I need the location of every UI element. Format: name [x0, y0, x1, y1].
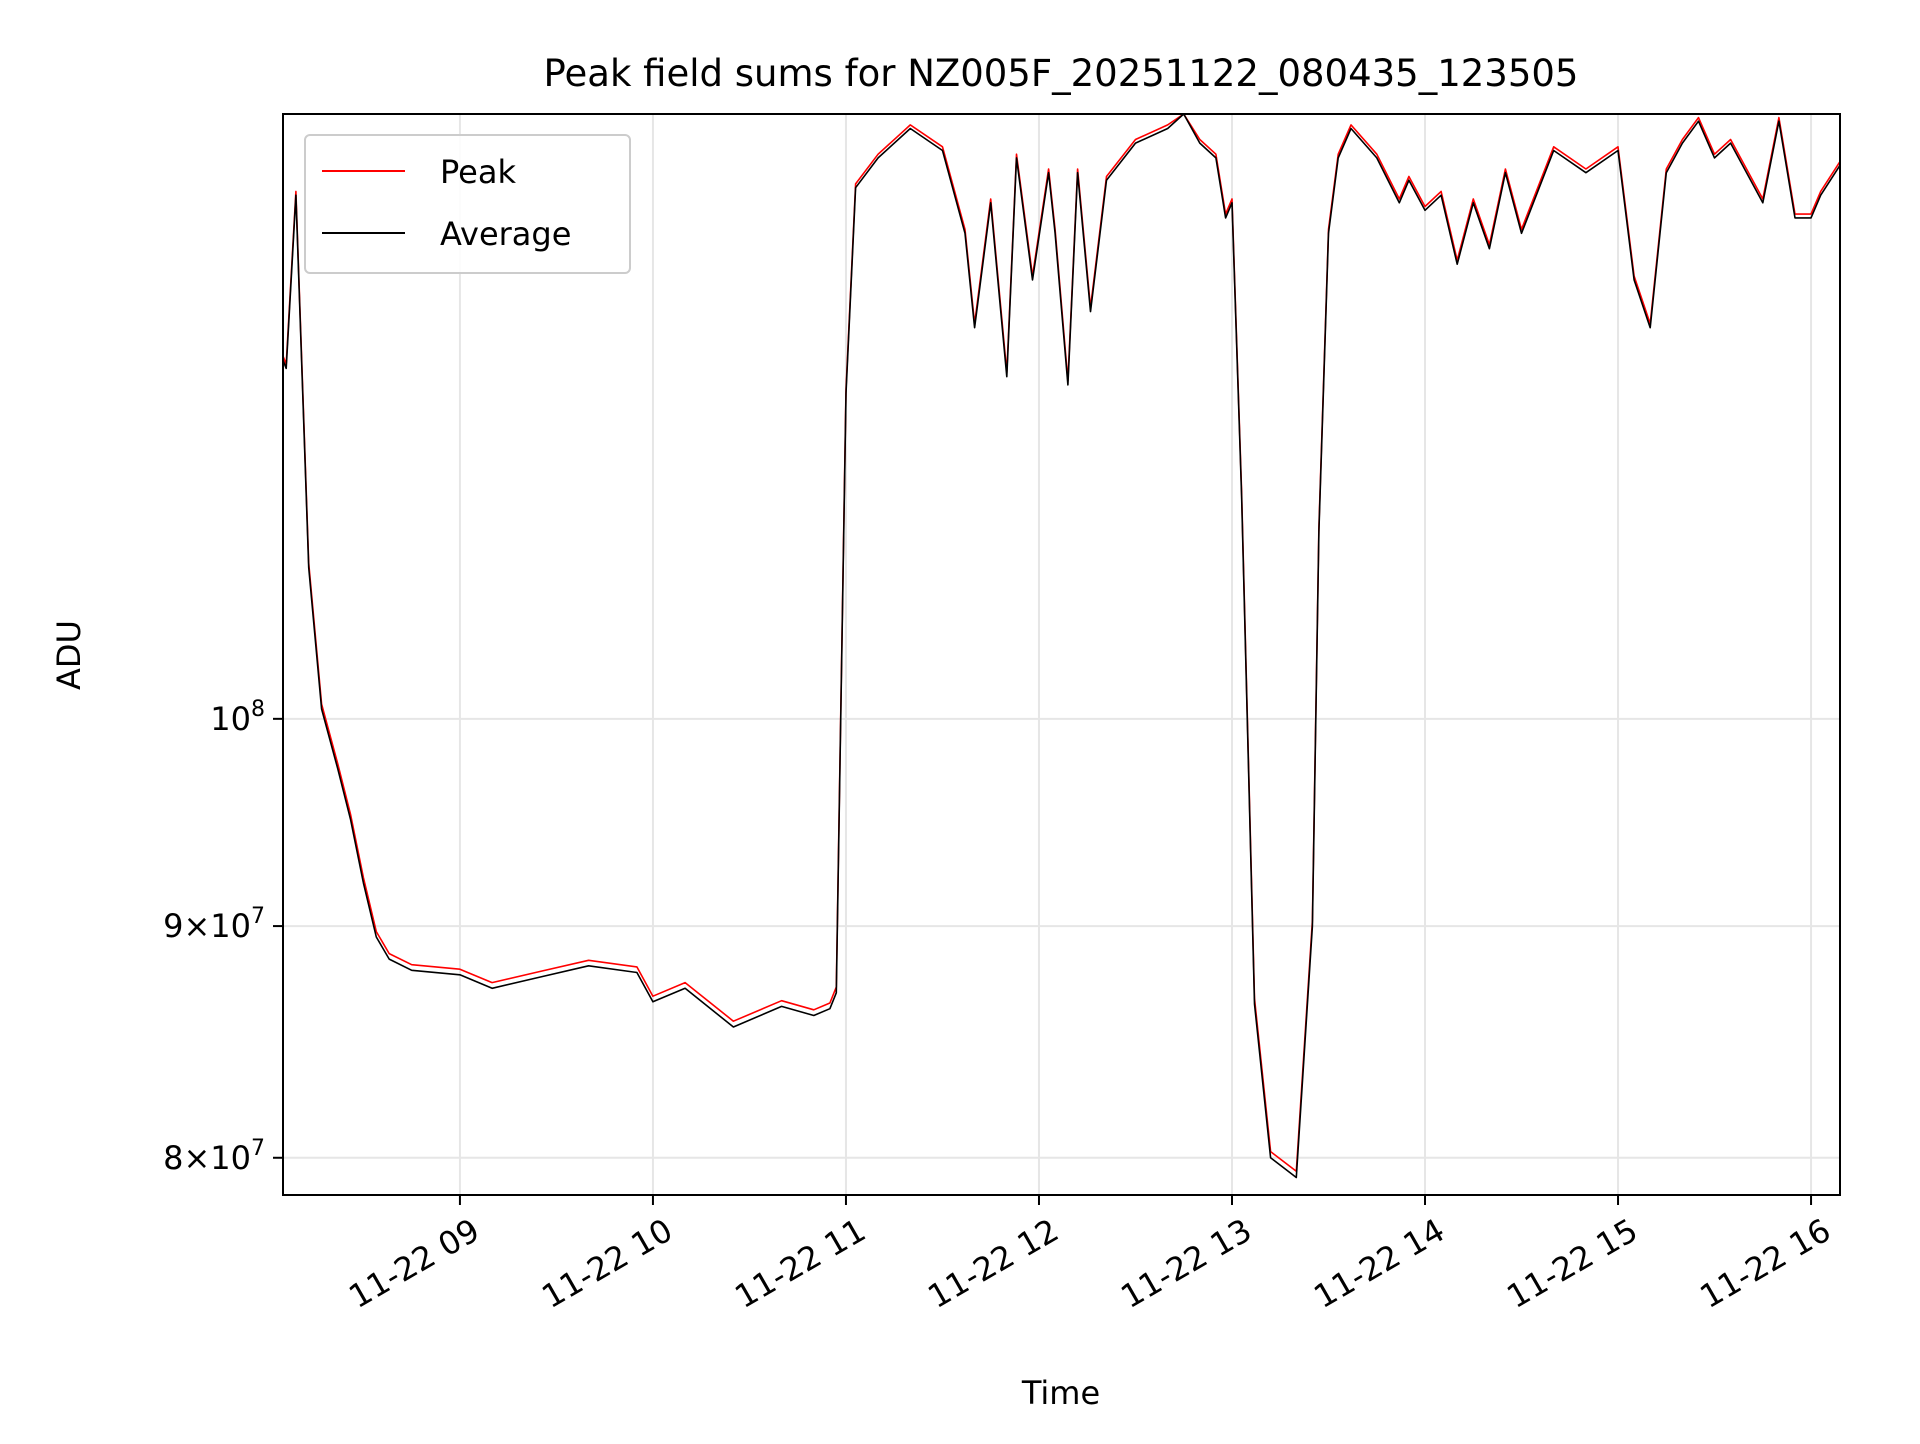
y-axis-label: ADU — [50, 620, 88, 690]
y-tick-label: 108 — [210, 697, 265, 738]
legend-average-label: Average — [440, 215, 571, 253]
series-line-peak — [282, 113, 1841, 1173]
y-tick-layer: 8×107 9×107 108 — [163, 697, 283, 1177]
x-tick-label: 11-22 10 — [535, 1211, 679, 1316]
plot-background — [283, 114, 1840, 1195]
x-tick-label: 11-22 13 — [1114, 1211, 1258, 1316]
y-tick-label: 8×107 — [163, 1136, 265, 1177]
x-tick-label: 11-22 11 — [728, 1211, 872, 1316]
x-tick-label: 11-22 12 — [921, 1211, 1065, 1316]
x-tick-label: 11-22 09 — [342, 1211, 486, 1316]
series-layer — [282, 113, 1841, 1179]
legend: Peak Average — [304, 134, 631, 274]
legend-peak-label: Peak — [440, 153, 516, 191]
chart-title: Peak field sums for NZ005F_20251122_0804… — [544, 52, 1579, 95]
legend-box — [304, 134, 631, 274]
x-tick-label: 11-22 14 — [1307, 1211, 1451, 1316]
x-tick-layer: 11-22 09 11-22 10 11-22 11 11-22 12 11-22 13… — [342, 1195, 1837, 1316]
x-tick-label: 11-22 15 — [1500, 1211, 1644, 1316]
x-tick-label: 11-22 16 — [1693, 1211, 1837, 1316]
plot-frame — [282, 113, 1841, 1196]
grid-layer — [283, 114, 1840, 1195]
x-axis-label: Time — [1021, 1374, 1100, 1412]
y-tick-label: 9×107 — [163, 904, 265, 945]
series-line-average — [282, 113, 1841, 1179]
